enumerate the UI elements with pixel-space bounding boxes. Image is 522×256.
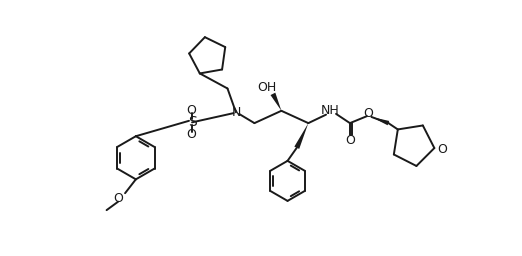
Text: O: O: [186, 103, 196, 116]
Polygon shape: [294, 123, 309, 149]
Text: NH: NH: [321, 104, 339, 117]
Text: O: O: [113, 192, 123, 205]
Text: N: N: [231, 106, 241, 119]
Polygon shape: [372, 117, 389, 125]
Polygon shape: [270, 93, 281, 111]
Text: S: S: [188, 115, 196, 129]
Text: O: O: [437, 143, 447, 156]
Text: OH: OH: [257, 81, 276, 94]
Text: O: O: [345, 134, 355, 147]
Text: O: O: [186, 128, 196, 141]
Text: O: O: [363, 107, 373, 120]
